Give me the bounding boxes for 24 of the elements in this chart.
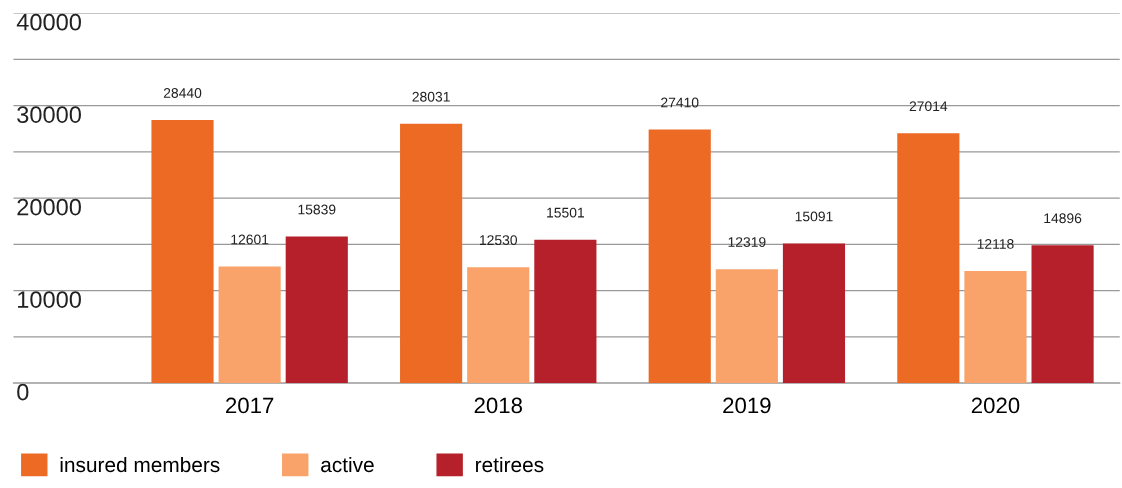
data-label: 27014 [909, 101, 948, 112]
data-label: 28031 [412, 91, 450, 102]
legend-label: active [321, 456, 374, 473]
data-label: 12601 [231, 234, 269, 245]
data-label: 12530 [479, 235, 518, 246]
legend-label: retirees [476, 456, 544, 473]
data-label: 15839 [298, 204, 336, 215]
data-label: 15091 [795, 211, 833, 222]
y-tick-label: 10000 [18, 291, 81, 308]
legend-label: insured members [60, 456, 220, 473]
y-tick-label: 0 [17, 383, 29, 401]
data-label: 27410 [661, 97, 699, 108]
y-tick-label: 30000 [17, 106, 81, 123]
data-label: 15501 [547, 207, 584, 218]
data-label: 28440 [163, 88, 202, 98]
y-tick-label: 40000 [16, 13, 81, 31]
x-tick-label: 2018 [474, 397, 522, 414]
y-tick-label: 20000 [17, 198, 81, 216]
x-tick-label: 2020 [971, 397, 1020, 414]
x-tick-label: 2019 [723, 397, 771, 414]
x-tick-label: 2017 [226, 397, 274, 414]
data-label: 12319 [728, 237, 766, 247]
data-label: 12118 [977, 238, 1014, 249]
data-label: 14896 [1044, 213, 1082, 224]
